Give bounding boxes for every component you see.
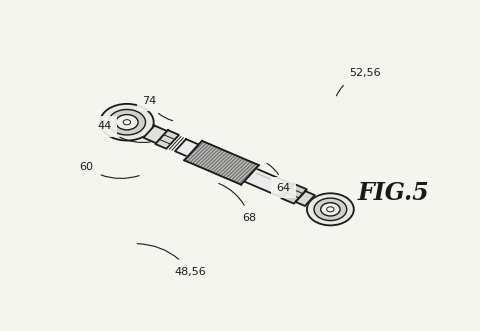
Circle shape	[321, 203, 340, 216]
Text: 68: 68	[219, 183, 257, 223]
Circle shape	[123, 120, 131, 125]
Polygon shape	[144, 126, 167, 143]
Polygon shape	[156, 130, 179, 149]
Polygon shape	[244, 168, 294, 198]
Text: 64: 64	[267, 164, 290, 193]
Polygon shape	[281, 184, 307, 204]
Text: 48,56: 48,56	[137, 244, 206, 277]
Circle shape	[116, 115, 138, 130]
Text: 60: 60	[79, 162, 139, 178]
Polygon shape	[296, 191, 315, 206]
Text: 74: 74	[142, 96, 173, 120]
Text: 44: 44	[97, 121, 150, 142]
Circle shape	[100, 104, 154, 141]
Text: FIG.5: FIG.5	[358, 181, 429, 205]
Circle shape	[327, 207, 334, 212]
Polygon shape	[184, 141, 259, 185]
Circle shape	[314, 198, 347, 220]
Text: 52,56: 52,56	[336, 68, 381, 96]
Polygon shape	[175, 139, 199, 157]
Circle shape	[307, 193, 354, 225]
Circle shape	[108, 110, 145, 135]
